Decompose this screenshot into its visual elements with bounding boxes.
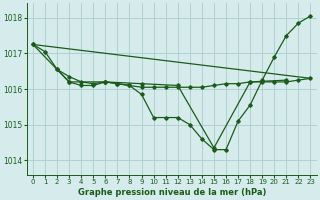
X-axis label: Graphe pression niveau de la mer (hPa): Graphe pression niveau de la mer (hPa) — [77, 188, 266, 197]
